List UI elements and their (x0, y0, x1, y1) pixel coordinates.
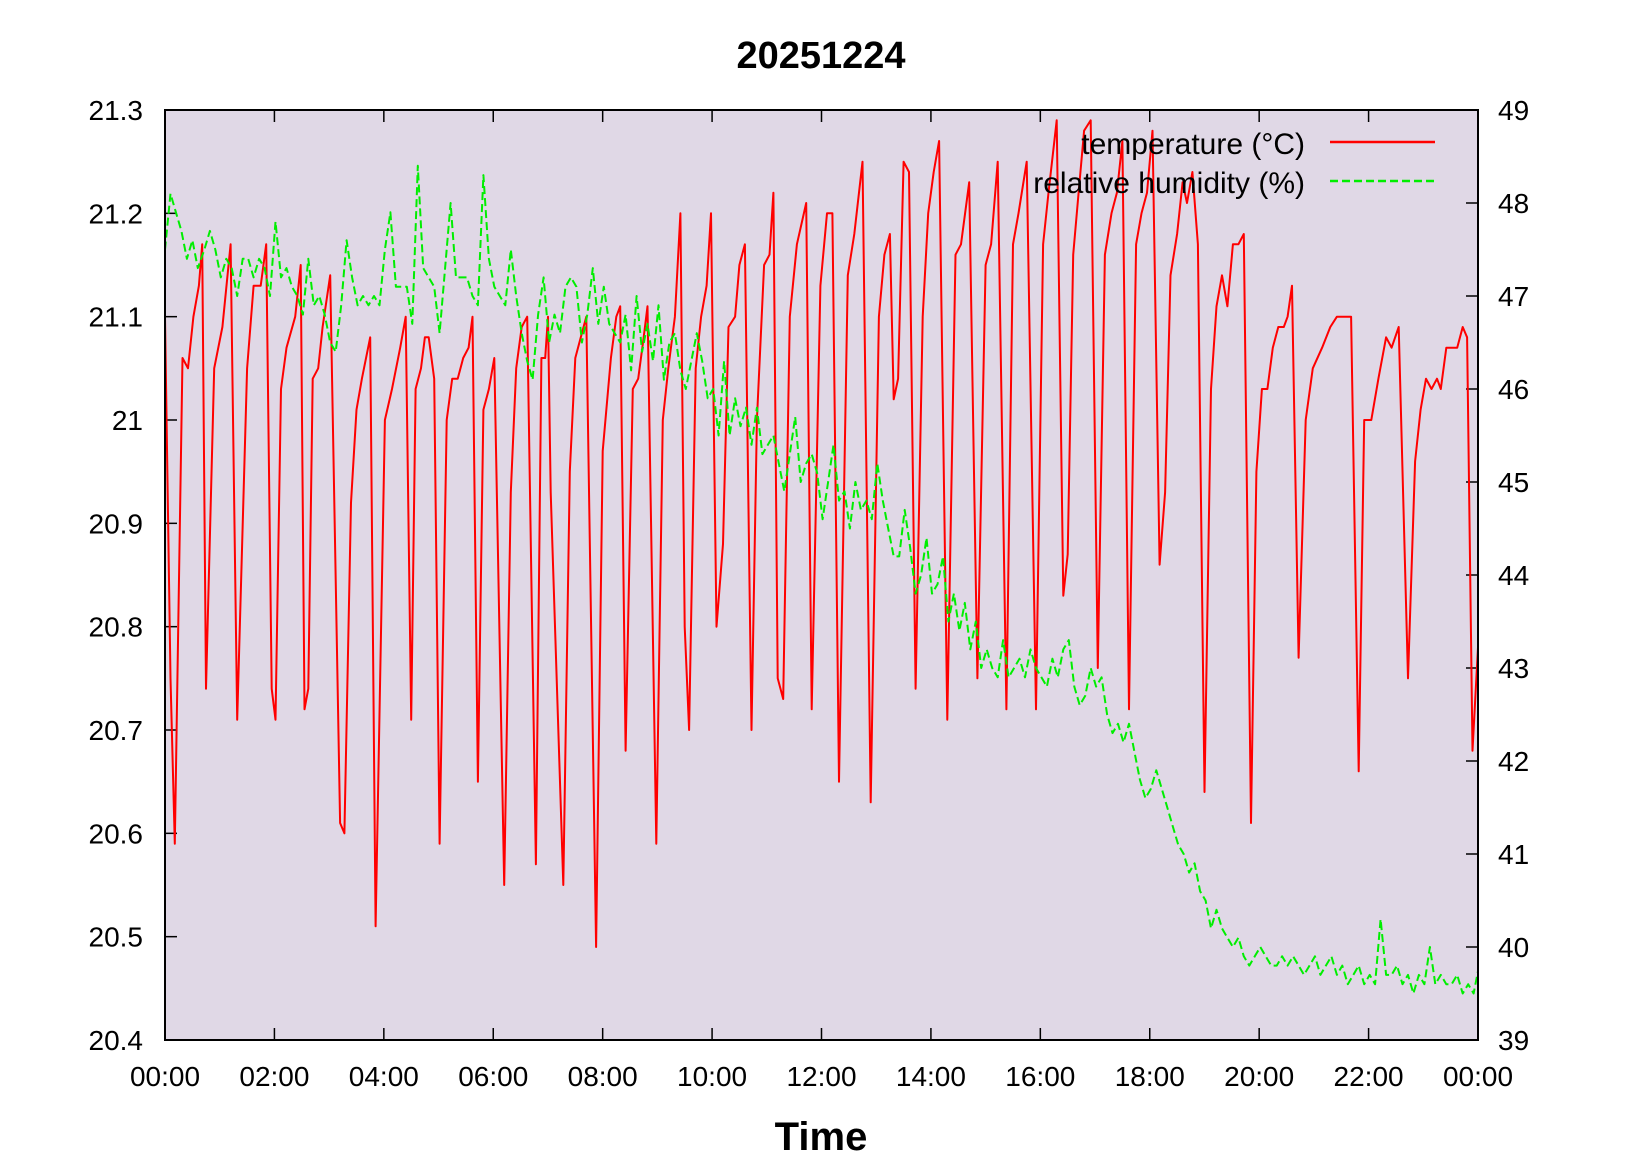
x-tick-label: 06:00 (458, 1061, 528, 1092)
y-tick-label: 21 (112, 405, 143, 436)
x-tick-label: 20:00 (1224, 1061, 1294, 1092)
x-tick-label: 00:00 (1443, 1061, 1513, 1092)
y2-tick-label: 44 (1498, 560, 1529, 591)
y-tick-label: 20.6 (89, 818, 144, 849)
y2-tick-label: 46 (1498, 374, 1529, 405)
y2-tick-label: 49 (1498, 95, 1529, 126)
x-tick-label: 04:00 (349, 1061, 419, 1092)
legend-label-humidity: relative humidity (%) (1033, 167, 1305, 200)
y2-tick-label: 47 (1498, 281, 1529, 312)
series-line-temperature (165, 119, 1478, 948)
axis-ticks: 00:00 02:00 04:00 06:00 08:00 10:00 12:00 14:00… (89, 95, 1530, 1092)
y2-tick-label: 41 (1498, 839, 1529, 870)
series-line-humidity (165, 164, 1478, 995)
y2-tick-label: 40 (1498, 932, 1529, 963)
x-tick-label: 16:00 (1005, 1061, 1075, 1092)
y-tick-label: 20.7 (89, 715, 144, 746)
x-tick-label: 02:00 (239, 1061, 309, 1092)
y-tick-label: 21.1 (89, 302, 144, 333)
x-tick-label: 22:00 (1334, 1061, 1404, 1092)
y-tick-label: 20.5 (89, 922, 144, 953)
y2-tick-label: 48 (1498, 188, 1529, 219)
legend: temperature (°C) relative humidity (%) (1033, 128, 1435, 200)
x-axis-title: Time (775, 1115, 868, 1155)
plot-border (164, 109, 1479, 1041)
y-tick-label: 20.9 (89, 508, 144, 539)
x-tick-label: 08:00 (568, 1061, 638, 1092)
y-tick-label: 21.2 (89, 198, 144, 229)
plot-area (165, 110, 1478, 1040)
x-tick-label: 14:00 (896, 1061, 966, 1092)
x-tick-label: 18:00 (1115, 1061, 1185, 1092)
y2-tick-label: 39 (1498, 1025, 1529, 1056)
y2-tick-label: 43 (1498, 653, 1529, 684)
x-tick-label: 10:00 (677, 1061, 747, 1092)
chart-title: 20251224 (736, 35, 905, 77)
series-layer (165, 119, 1478, 995)
x-tick-label: 00:00 (130, 1061, 200, 1092)
y2-tick-label: 42 (1498, 746, 1529, 777)
legend-label-temperature: temperature (°C) (1081, 128, 1305, 161)
y-tick-label: 21.3 (89, 95, 144, 126)
y-tick-label: 20.8 (89, 612, 144, 643)
y-tick-label: 20.4 (89, 1025, 144, 1056)
y2-tick-label: 45 (1498, 467, 1529, 498)
x-tick-label: 12:00 (786, 1061, 856, 1092)
